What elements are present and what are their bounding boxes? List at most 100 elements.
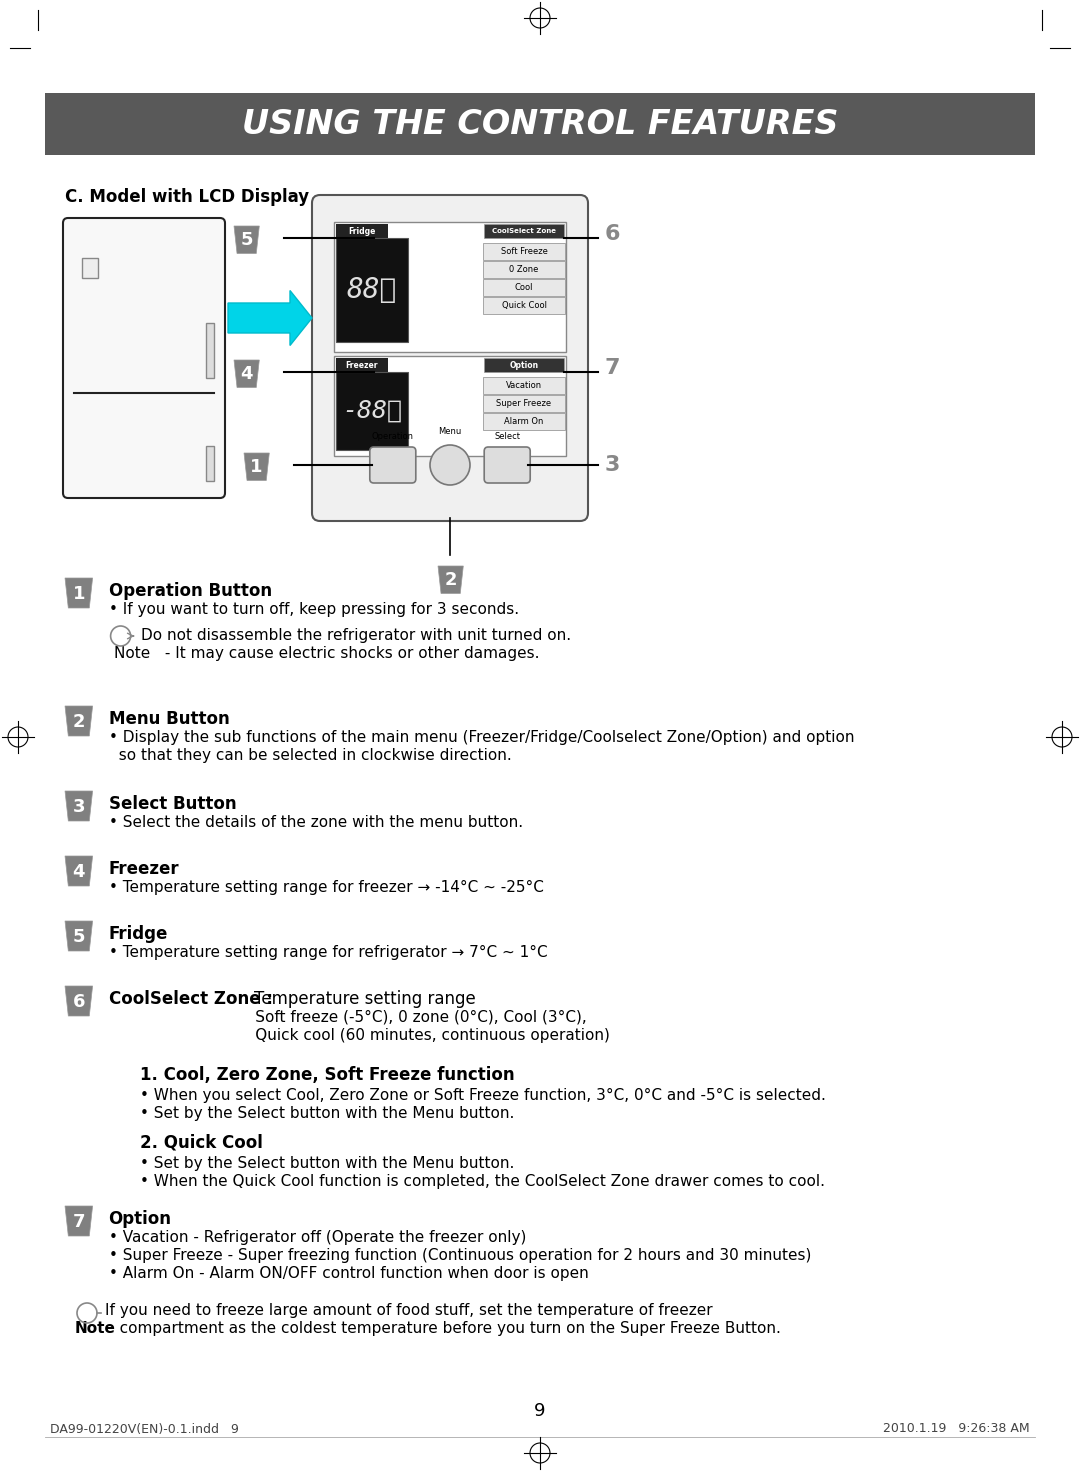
Text: 1: 1 (251, 458, 262, 476)
Text: 1: 1 (72, 585, 85, 602)
Text: CoolSelect Zone :: CoolSelect Zone : (109, 990, 279, 1008)
Text: • When the Quick Cool function is completed, the CoolSelect Zone drawer comes to: • When the Quick Cool function is comple… (140, 1174, 825, 1189)
FancyBboxPatch shape (483, 243, 565, 261)
Text: DA99-01220V(EN)-0.1.indd   9: DA99-01220V(EN)-0.1.indd 9 (50, 1423, 239, 1436)
FancyArrow shape (228, 290, 312, 346)
Text: Temperature setting range: Temperature setting range (255, 990, 476, 1008)
Text: Note   - It may cause electric shocks or other damages.: Note - It may cause electric shocks or o… (113, 647, 539, 661)
Text: 5: 5 (72, 928, 85, 946)
Text: Operation Button: Operation Button (109, 582, 272, 600)
Bar (336, 373, 408, 449)
Text: • Set by the Select button with the Menu button.: • Set by the Select button with the Menu… (140, 1156, 514, 1171)
Polygon shape (65, 921, 93, 952)
Text: • Select the details of the zone with the menu button.: • Select the details of the zone with th… (109, 815, 523, 829)
FancyBboxPatch shape (369, 446, 416, 483)
Text: CoolSelect Zone: CoolSelect Zone (492, 228, 556, 234)
Text: • Temperature setting range for freezer → -14°C ~ -25°C: • Temperature setting range for freezer … (109, 879, 543, 896)
FancyBboxPatch shape (483, 395, 565, 412)
Text: Soft freeze (-5°C), 0 zone (0°C), Cool (3°C),: Soft freeze (-5°C), 0 zone (0°C), Cool (… (109, 1010, 586, 1025)
Bar (206, 323, 214, 379)
Text: Super Freeze: Super Freeze (497, 399, 552, 408)
Text: 7: 7 (604, 358, 620, 379)
Bar (336, 358, 388, 373)
Text: Option: Option (510, 361, 539, 370)
Text: 3: 3 (605, 455, 620, 474)
Text: 6: 6 (72, 993, 85, 1010)
FancyBboxPatch shape (484, 446, 530, 483)
Text: 4: 4 (241, 365, 253, 383)
Text: 1. Cool, Zero Zone, Soft Freeze function: 1. Cool, Zero Zone, Soft Freeze function (140, 1066, 515, 1084)
Text: Operation: Operation (372, 432, 414, 440)
Bar (45, 93, 1035, 155)
Text: • When you select Cool, Zero Zone or Soft Freeze function, 3°C, 0°C and -5°C is : • When you select Cool, Zero Zone or Sof… (140, 1089, 826, 1103)
Text: so that they can be selected in clockwise direction.: so that they can be selected in clockwis… (109, 748, 511, 763)
Text: Fridge: Fridge (349, 227, 376, 236)
Circle shape (430, 445, 470, 485)
Bar (82, 258, 98, 278)
Text: Option: Option (109, 1209, 172, 1228)
FancyBboxPatch shape (312, 194, 588, 521)
Bar (334, 356, 566, 457)
Text: -88℃: -88℃ (342, 399, 402, 423)
Polygon shape (65, 577, 93, 608)
Text: • If you want to turn off, keep pressing for 3 seconds.: • If you want to turn off, keep pressing… (109, 602, 518, 617)
Polygon shape (234, 359, 259, 387)
Text: Freezer: Freezer (109, 860, 179, 878)
Text: 0 Zone: 0 Zone (510, 265, 539, 274)
Text: If you need to freeze large amount of food stuff, set the temperature of freezer: If you need to freeze large amount of fo… (105, 1304, 713, 1318)
Polygon shape (65, 791, 93, 820)
FancyBboxPatch shape (483, 278, 565, 296)
Text: Soft Freeze: Soft Freeze (500, 247, 548, 256)
Text: Select Button: Select Button (109, 795, 237, 813)
Bar (206, 446, 214, 482)
Text: C. Model with LCD Display: C. Model with LCD Display (65, 189, 309, 206)
Polygon shape (438, 566, 463, 594)
Polygon shape (244, 454, 269, 480)
Text: 6: 6 (604, 224, 620, 245)
Text: 7: 7 (72, 1212, 85, 1230)
Text: • Alarm On - Alarm ON/OFF control function when door is open: • Alarm On - Alarm ON/OFF control functi… (109, 1265, 589, 1282)
Text: Menu Button: Menu Button (109, 710, 229, 728)
Bar (336, 239, 408, 342)
Polygon shape (234, 225, 259, 253)
Text: Select: Select (495, 432, 521, 440)
FancyBboxPatch shape (483, 377, 565, 393)
Text: Menu: Menu (438, 427, 461, 436)
Text: 88℃: 88℃ (347, 275, 397, 303)
Polygon shape (65, 706, 93, 736)
Text: Vacation: Vacation (505, 382, 542, 390)
Text: • Temperature setting range for refrigerator → 7°C ~ 1°C: • Temperature setting range for refriger… (109, 946, 548, 960)
Bar (484, 358, 564, 373)
Text: Do not disassemble the refrigerator with unit turned on.: Do not disassemble the refrigerator with… (140, 627, 570, 644)
Text: Quick Cool: Quick Cool (501, 300, 546, 309)
FancyBboxPatch shape (483, 261, 565, 278)
Text: Fridge: Fridge (109, 925, 168, 943)
Text: • Super Freeze - Super freezing function (Continuous operation for 2 hours and 3: • Super Freeze - Super freezing function… (109, 1248, 811, 1262)
Text: • Set by the Select button with the Menu button.: • Set by the Select button with the Menu… (140, 1106, 514, 1121)
Bar (484, 224, 564, 239)
Text: Alarm On: Alarm On (504, 417, 543, 426)
Text: 2: 2 (72, 713, 85, 731)
Text: 9: 9 (535, 1402, 545, 1420)
Text: • Display the sub functions of the main menu (Freezer/Fridge/Coolselect Zone/Opt: • Display the sub functions of the main … (109, 731, 854, 745)
Text: 4: 4 (72, 863, 85, 881)
FancyBboxPatch shape (63, 218, 225, 498)
Text: Note: Note (75, 1321, 116, 1336)
Text: • Vacation - Refrigerator off (Operate the freezer only): • Vacation - Refrigerator off (Operate t… (109, 1230, 526, 1245)
Text: Quick cool (60 minutes, continuous operation): Quick cool (60 minutes, continuous opera… (109, 1028, 609, 1043)
Polygon shape (65, 1206, 93, 1236)
Bar (334, 222, 566, 352)
Polygon shape (65, 856, 93, 885)
Text: 2010.1.19   9:26:38 AM: 2010.1.19 9:26:38 AM (883, 1423, 1030, 1436)
Polygon shape (65, 985, 93, 1016)
Text: USING THE CONTROL FEATURES: USING THE CONTROL FEATURES (242, 108, 838, 140)
Text: 2. Quick Cool: 2. Quick Cool (140, 1134, 262, 1152)
Text: 3: 3 (72, 797, 85, 816)
Text: Freezer: Freezer (346, 361, 378, 370)
Text: 5: 5 (241, 231, 253, 249)
FancyBboxPatch shape (483, 412, 565, 430)
FancyBboxPatch shape (483, 298, 565, 314)
Text: compartment as the coldest temperature before you turn on the Super Freeze Butto: compartment as the coldest temperature b… (105, 1321, 781, 1336)
Text: 2: 2 (444, 572, 457, 589)
Bar (336, 224, 388, 239)
